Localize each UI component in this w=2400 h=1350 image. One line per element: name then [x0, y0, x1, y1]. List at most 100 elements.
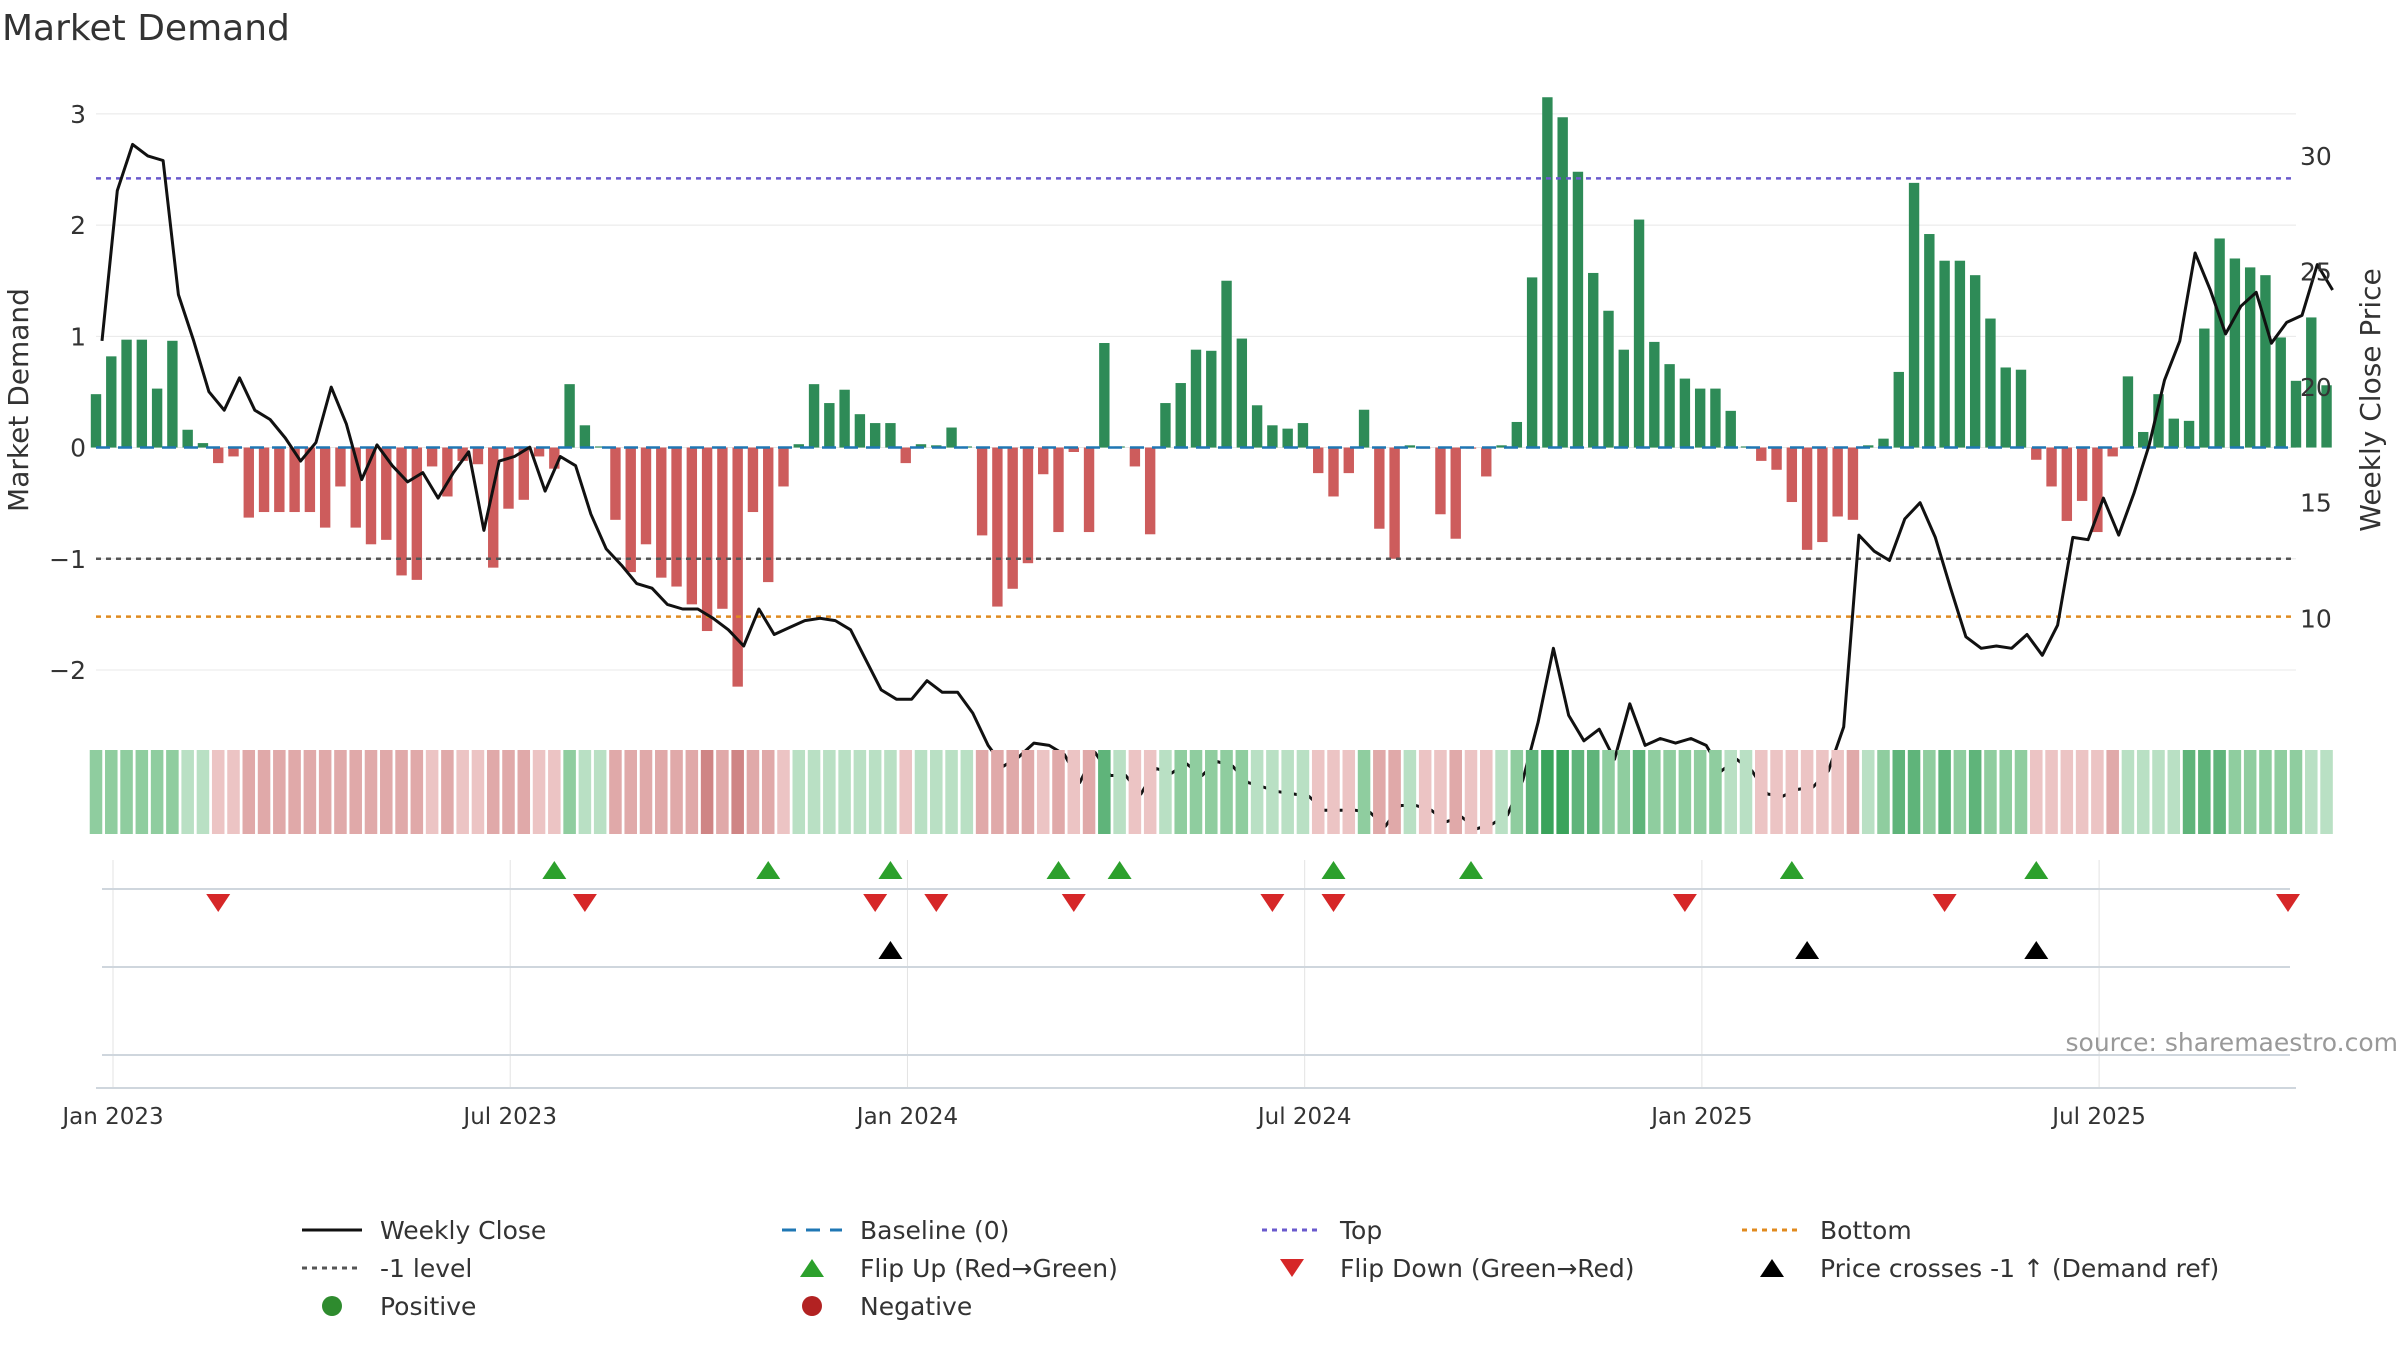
strength-cell — [441, 750, 454, 834]
demand-bar — [915, 444, 927, 448]
demand-bar — [1878, 438, 1889, 448]
strength-cell — [792, 750, 806, 834]
demand-bar — [992, 447, 1003, 607]
flip-down-marker — [924, 894, 949, 912]
strength-cell — [1968, 750, 1982, 834]
x-tick-label: Jan 2024 — [855, 1104, 958, 1130]
demand-bar — [90, 394, 102, 448]
y-tick-label: 3 — [70, 100, 86, 129]
demand-bar — [381, 447, 392, 540]
y-tick-label: 1 — [70, 322, 86, 351]
strength-cell — [1159, 750, 1172, 834]
demand-bar — [365, 447, 377, 545]
strength-cell — [456, 750, 469, 834]
demand-bar — [610, 447, 621, 520]
demand-bar — [1374, 447, 1385, 529]
demand-bar — [1221, 280, 1232, 448]
x-tick-label: Jul 2025 — [2050, 1104, 2146, 1130]
demand-bar — [946, 427, 957, 448]
demand-bar — [1557, 117, 1568, 448]
legend-symbol — [800, 1259, 824, 1277]
demand-bar — [1404, 445, 1416, 448]
strength-cell — [273, 750, 286, 834]
strength-cell — [1449, 750, 1462, 834]
y-tick-label: 0 — [70, 434, 86, 463]
strength-cell — [2243, 750, 2257, 834]
strength-cell — [1510, 750, 1524, 834]
demand-bar — [1068, 447, 1079, 452]
demand-bar — [1710, 388, 1721, 448]
legend-item: Flip Up (Red→Green) — [780, 1250, 1118, 1286]
demand-bar — [1053, 447, 1064, 533]
demand-bar — [1969, 275, 1981, 448]
price-line-group — [100, 142, 2334, 831]
strength-cell — [2045, 750, 2058, 834]
strength-cell — [181, 750, 194, 834]
strength-cell — [945, 750, 958, 834]
strength-cell — [991, 750, 1004, 834]
strength-cell — [746, 750, 760, 834]
demand-bar — [686, 447, 698, 605]
demand-bar — [411, 447, 423, 580]
strength-cell — [1648, 750, 1661, 834]
strength-cell — [1434, 750, 1447, 834]
strength-cell — [1770, 750, 1783, 834]
strength-cell — [425, 750, 439, 834]
strength-cell — [211, 750, 225, 834]
demand-bar — [1206, 350, 1217, 448]
demand-bar — [1328, 447, 1339, 497]
strength-cell — [120, 750, 133, 834]
strength-cell — [777, 750, 790, 834]
strength-cell — [1235, 750, 1249, 834]
demand-bar — [625, 447, 636, 573]
strength-cell — [1342, 750, 1356, 834]
legend-label: Price crosses -1 ↑ (Demand ref) — [1820, 1253, 2220, 1283]
y2-tick-label: 10 — [2300, 604, 2332, 633]
strength-cell — [1785, 750, 1799, 834]
demand-bar — [136, 339, 148, 448]
demand-bar — [1694, 388, 1706, 448]
strength-cell — [914, 750, 928, 834]
strength-cell — [1311, 750, 1325, 834]
strength-cell — [548, 750, 561, 834]
legend-dot-icon — [802, 1296, 822, 1316]
demand-bar — [182, 429, 193, 448]
demand-bar — [1771, 447, 1782, 470]
demand-bar — [442, 447, 453, 497]
strength-cell — [1831, 750, 1844, 834]
strength-cell — [655, 750, 668, 834]
legend-triangle-up-icon — [800, 1259, 824, 1277]
strength-cell — [2320, 750, 2333, 834]
demand-bar — [564, 384, 575, 448]
legend-symbol — [1742, 1228, 1802, 1232]
flip-down-marker — [1672, 894, 1697, 912]
demand-bar — [579, 425, 591, 448]
demand-bar — [763, 447, 774, 583]
x-tick-label: Jul 2024 — [1256, 1104, 1352, 1130]
demand-bar — [472, 447, 484, 465]
strength-cell — [1984, 750, 1997, 834]
y-tick-label: 2 — [70, 211, 86, 240]
strength-cell — [868, 750, 882, 834]
strength-cell — [1403, 750, 1417, 834]
demand-bar — [2046, 447, 2057, 487]
y2-tick-label: 15 — [2300, 489, 2332, 518]
strength-cell — [1373, 750, 1386, 834]
demand-bar — [1603, 310, 1614, 448]
strength-cell — [135, 750, 149, 834]
strength-cell — [563, 750, 576, 834]
legend-label: Baseline (0) — [860, 1215, 1010, 1245]
demand-bar — [1572, 171, 1584, 448]
demand-bar — [2321, 385, 2332, 448]
demand-bar — [2092, 447, 2103, 533]
strength-cell — [2259, 750, 2272, 834]
legend-symbol — [1760, 1259, 1784, 1277]
strength-cell — [1174, 750, 1187, 834]
demand-bar — [1022, 447, 1034, 564]
demand-bar — [1144, 447, 1156, 535]
strength-cell — [1816, 750, 1829, 834]
demand-bar — [2000, 367, 2011, 448]
x-tick-label: Jan 2025 — [1649, 1104, 1752, 1130]
demand-bar — [106, 356, 117, 448]
demand-bar — [717, 447, 728, 609]
